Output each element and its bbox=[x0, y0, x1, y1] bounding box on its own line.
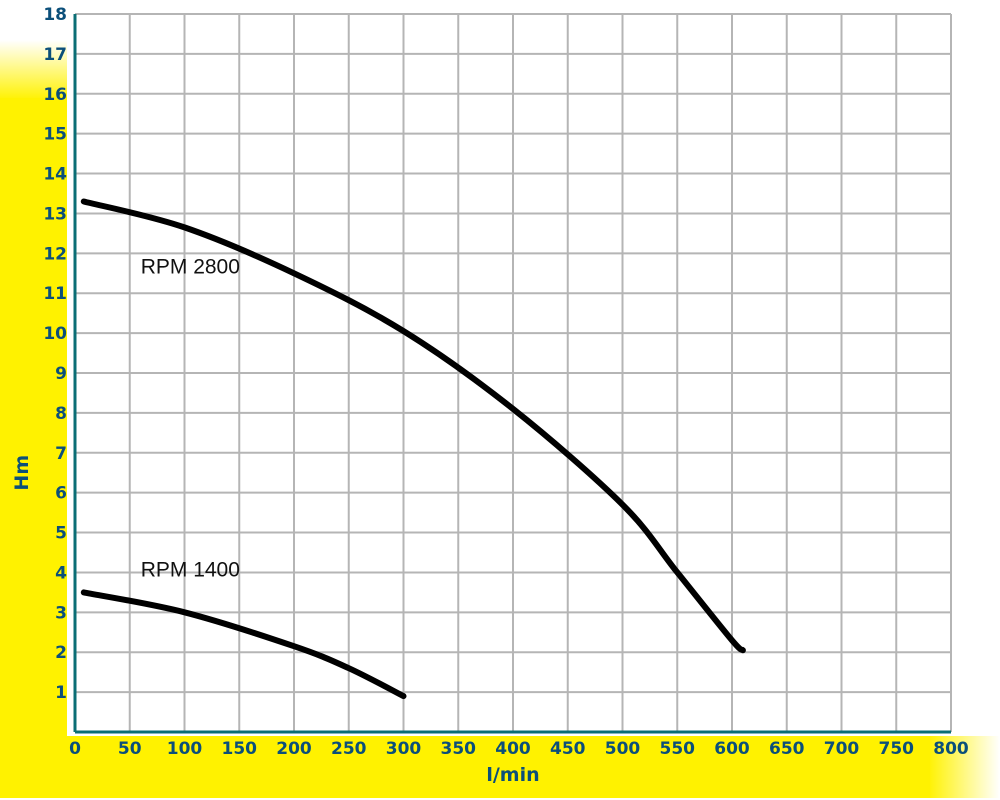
curves bbox=[80, 198, 746, 700]
y-axis-title: Hm bbox=[11, 455, 33, 491]
y-tick-label: 1 bbox=[55, 683, 67, 703]
axes bbox=[73, 14, 951, 734]
x-tick-label: 50 bbox=[118, 739, 142, 759]
y-tick-label: 11 bbox=[43, 284, 67, 304]
x-tick-label: 300 bbox=[386, 739, 422, 759]
x-tick-label: 650 bbox=[769, 739, 805, 759]
y-tick-label: 10 bbox=[43, 324, 67, 344]
y-tick-label: 8 bbox=[55, 404, 67, 424]
y-tick-label: 6 bbox=[55, 484, 67, 504]
y-tick-label: 18 bbox=[43, 5, 67, 25]
series-label-1: RPM 1400 bbox=[141, 558, 240, 581]
x-tick-label: 0 bbox=[69, 739, 81, 759]
y-tick-label: 9 bbox=[55, 364, 67, 384]
left-band bbox=[0, 98, 67, 798]
y-tick-label: 14 bbox=[43, 165, 67, 185]
y-tick-label: 7 bbox=[55, 444, 67, 464]
x-tick-label: 700 bbox=[824, 739, 860, 759]
x-tick-label: 450 bbox=[550, 739, 586, 759]
x-tick-label: 100 bbox=[167, 739, 203, 759]
x-tick-label: 750 bbox=[879, 739, 915, 759]
y-tick-label: 12 bbox=[43, 244, 67, 264]
y-tick-label: 2 bbox=[55, 643, 67, 663]
series-labels: RPM 2800 RPM 1400 bbox=[141, 255, 240, 581]
series-label-0: RPM 2800 bbox=[141, 255, 240, 278]
series-line-1 bbox=[80, 589, 407, 700]
y-tick-label: 4 bbox=[55, 563, 67, 583]
x-tick-label: 800 bbox=[933, 739, 969, 759]
x-tick-label: 150 bbox=[222, 739, 258, 759]
x-tick-label: 250 bbox=[331, 739, 367, 759]
y-tick-label: 15 bbox=[43, 125, 67, 145]
bottom-band bbox=[0, 736, 930, 798]
x-tick-label: 550 bbox=[660, 739, 696, 759]
y-tick-label: 5 bbox=[55, 524, 67, 544]
x-tick-label: 400 bbox=[495, 739, 531, 759]
bottom-band-fade bbox=[928, 736, 1000, 798]
y-tick-label: 3 bbox=[55, 603, 67, 623]
x-tick-label: 200 bbox=[276, 739, 312, 759]
grid-lines bbox=[75, 13, 952, 732]
yellow-background-band bbox=[0, 40, 1000, 798]
left-band-fade bbox=[0, 40, 67, 100]
y-tick-label: 13 bbox=[43, 204, 67, 224]
x-tick-label: 350 bbox=[441, 739, 477, 759]
series-line-0 bbox=[80, 198, 746, 654]
y-tick-label: 16 bbox=[43, 85, 67, 105]
x-tick-label: 500 bbox=[605, 739, 641, 759]
y-tick-label: 17 bbox=[43, 45, 67, 65]
x-tick-label: 600 bbox=[714, 739, 750, 759]
x-tick-labels: 0 50 100 150 200 250 300 350 400 450 500 550 600 650 7… bbox=[69, 739, 969, 759]
x-axis-title: l/min bbox=[486, 764, 539, 786]
